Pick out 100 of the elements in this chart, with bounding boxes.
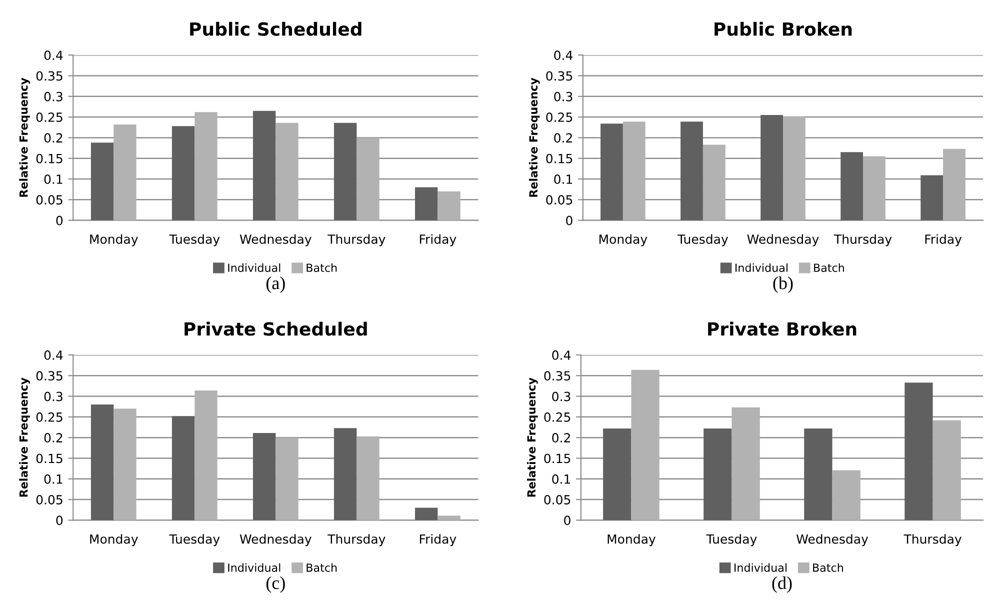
x-tick-label: Monday	[90, 234, 138, 246]
legend-label: Individual	[228, 563, 280, 572]
y-axis-title: Relative Frequency	[528, 78, 540, 197]
chart-title: Private Broken	[708, 322, 856, 336]
y-tick-label: 0.05	[546, 195, 572, 205]
bar	[90, 404, 114, 520]
y-tick-label: 0.3	[552, 392, 570, 402]
y-tick-label: 0.3	[44, 92, 62, 102]
y-tick-label: 0.15	[546, 154, 572, 164]
y-tick-label: 0.3	[554, 92, 572, 102]
bar	[194, 112, 218, 220]
y-tick-label: 0.35	[36, 371, 62, 381]
bar	[704, 428, 732, 520]
bar	[782, 116, 806, 220]
x-tick-label: Monday	[608, 534, 656, 546]
bar	[904, 382, 933, 520]
bar	[702, 144, 726, 220]
y-tick-label: 0.35	[546, 71, 572, 81]
bar	[415, 187, 438, 220]
bar	[276, 438, 298, 520]
y-tick-label: 0.3	[44, 392, 62, 402]
bar	[832, 470, 860, 520]
y-tick-label: 0.15	[36, 454, 62, 464]
y-axis-title: Relative Frequency	[526, 378, 538, 497]
bar	[90, 142, 114, 220]
y-tick-label: 0.25	[36, 112, 62, 122]
y-tick-label: 0.4	[554, 50, 572, 60]
x-tick-label: Tuesday	[706, 534, 757, 546]
y-tick-label: 0.05	[36, 495, 62, 504]
y-tick-label: 0	[564, 516, 570, 526]
y-tick-label: 0.15	[544, 454, 570, 464]
bar	[622, 122, 646, 220]
legend-label: Individual	[228, 263, 280, 272]
bar	[600, 124, 623, 220]
text: (a)	[266, 276, 285, 293]
legend-label: Individual	[736, 263, 788, 272]
x-tick-label: Monday	[90, 534, 138, 546]
y-tick-label: 0.1	[44, 174, 62, 184]
x-tick-label: Thursday	[328, 234, 386, 246]
bar	[760, 114, 783, 220]
bar	[840, 152, 864, 220]
y-tick-label: 0.2	[552, 433, 570, 443]
y-tick-label: 0.2	[44, 433, 62, 443]
bar	[603, 428, 632, 520]
bar	[732, 407, 760, 520]
y-tick-label: 0.1	[552, 474, 570, 484]
y-tick-label: 0.25	[546, 112, 572, 122]
y-tick-label: 0.35	[36, 71, 62, 81]
x-tick-label: Tuesday	[169, 534, 220, 546]
y-tick-label: 0.1	[554, 174, 572, 184]
bar	[334, 428, 357, 520]
y-tick-label: 0.2	[554, 133, 572, 143]
y-tick-label: 0.25	[544, 412, 570, 422]
bar	[932, 420, 961, 520]
y-tick-label: 0.25	[36, 412, 62, 422]
bar	[863, 156, 886, 220]
bar	[276, 122, 298, 220]
bar	[943, 148, 966, 220]
text: (d)	[772, 576, 792, 593]
bar	[114, 408, 136, 520]
x-tick-label: Friday	[420, 534, 456, 546]
legend-label: Batch	[814, 263, 844, 272]
x-tick-label: Wednesday	[747, 234, 819, 246]
y-tick-label: 0	[566, 216, 572, 226]
bar	[680, 122, 703, 220]
bar	[356, 138, 380, 220]
y-axis-title: Relative Frequency	[19, 378, 30, 497]
chart-title: Public Broken	[714, 22, 852, 36]
chart-title: Public Scheduled	[190, 22, 362, 36]
x-tick-label: Friday	[925, 234, 962, 246]
y-axis-title: Relative Frequency	[19, 78, 30, 197]
legend-label: Batch	[306, 563, 337, 572]
bar	[172, 126, 195, 220]
y-tick-label: 0.4	[44, 350, 63, 360]
bar	[334, 122, 357, 220]
x-tick-label: Tuesday	[677, 234, 728, 246]
bar	[804, 428, 832, 520]
bar	[172, 416, 195, 520]
text: (b)	[773, 276, 793, 293]
y-tick-label: 0.4	[552, 350, 571, 360]
legend-label: Batch	[813, 563, 843, 572]
x-tick-label: Wednesday	[796, 534, 868, 546]
bar	[438, 516, 460, 520]
bar	[415, 508, 438, 520]
y-tick-label: 0.2	[44, 133, 62, 143]
bar	[114, 124, 136, 220]
y-tick-label: 0.05	[544, 495, 570, 504]
y-tick-label: 0	[56, 216, 63, 226]
text: (c)	[266, 576, 285, 593]
y-tick-label: 0.35	[544, 371, 570, 381]
bar	[252, 110, 276, 220]
x-tick-label: Thursday	[904, 534, 962, 546]
y-tick-label: 0.05	[36, 195, 62, 205]
bar	[194, 390, 218, 520]
x-tick-label: Monday	[599, 234, 648, 246]
legend-label: Individual	[734, 563, 786, 572]
x-tick-label: Thursday	[834, 234, 892, 246]
bar	[920, 175, 944, 220]
bar	[438, 191, 460, 220]
x-tick-label: Tuesday	[169, 234, 220, 246]
